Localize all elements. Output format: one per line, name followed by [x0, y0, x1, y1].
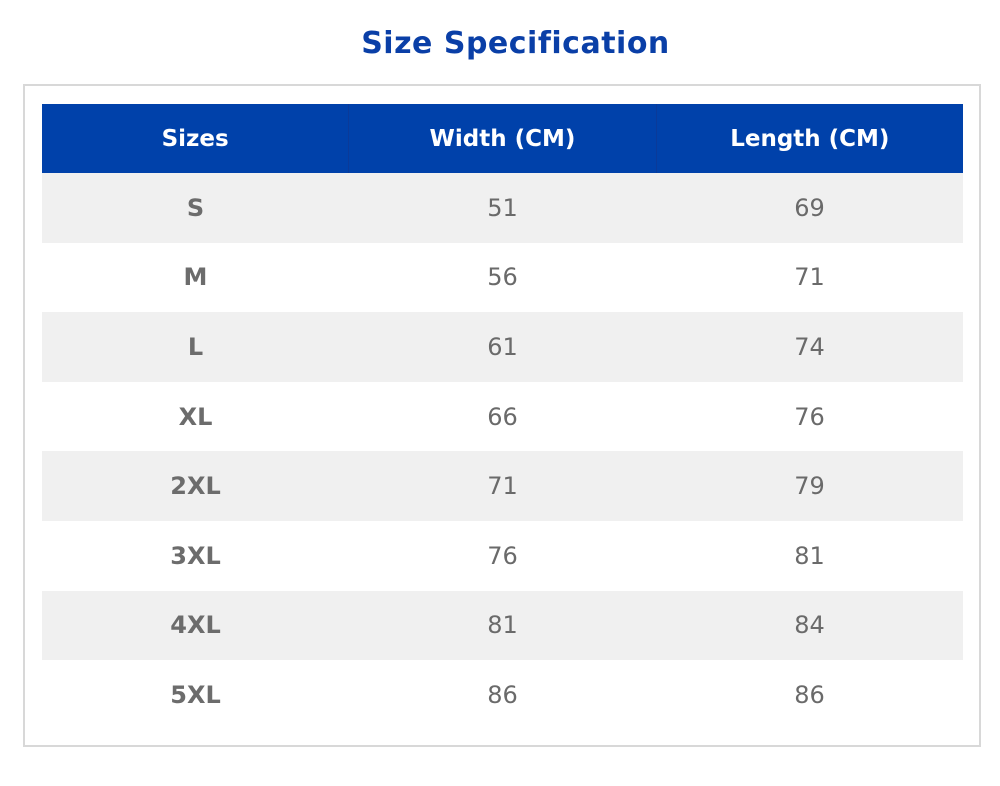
width-cell: 76 — [487, 541, 518, 570]
length-cell: 81 — [794, 541, 825, 570]
table-row: 4XL 81 84 — [42, 590, 963, 661]
table-row: 3XL 76 81 — [42, 520, 963, 591]
header-sizes: Sizes — [161, 125, 229, 152]
length-cell: 76 — [794, 402, 825, 431]
table-row: L 61 74 — [42, 312, 963, 382]
width-cell: 66 — [487, 402, 518, 431]
length-cell: 79 — [794, 472, 825, 501]
table-row: 5XL 86 86 — [42, 660, 963, 730]
size-cell: S — [186, 193, 205, 222]
size-specification-table: Sizes Width (CM) Length (CM) S 51 69 M 5… — [42, 104, 963, 730]
width-cell: 86 — [487, 680, 518, 709]
length-cell: 74 — [794, 332, 825, 361]
size-cell: L — [187, 332, 204, 361]
length-cell: 84 — [794, 611, 825, 640]
size-cell: 2XL — [170, 472, 221, 501]
width-cell: 71 — [487, 472, 518, 501]
size-cell: 3XL — [170, 541, 221, 570]
length-cell: 71 — [794, 263, 825, 292]
size-cell: M — [183, 263, 208, 292]
size-cell: 4XL — [170, 611, 221, 640]
table-row: M 56 71 — [42, 242, 963, 313]
width-cell: 81 — [487, 611, 518, 640]
width-cell: 56 — [487, 263, 518, 292]
table-row: XL 66 76 — [42, 381, 963, 452]
length-cell: 86 — [794, 680, 825, 709]
header-width: Width (CM) — [348, 104, 655, 173]
table-row: S 51 69 — [42, 173, 963, 243]
page-title: Size Specification — [361, 26, 670, 61]
table-row: 2XL 71 79 — [42, 451, 963, 521]
header-length: Length (CM) — [655, 104, 963, 173]
width-cell: 61 — [487, 332, 518, 361]
size-cell: 5XL — [170, 680, 221, 709]
length-cell: 69 — [794, 193, 825, 222]
table-header-row: Sizes Width (CM) Length (CM) — [42, 104, 963, 173]
size-cell: XL — [178, 402, 213, 431]
width-cell: 51 — [487, 193, 518, 222]
